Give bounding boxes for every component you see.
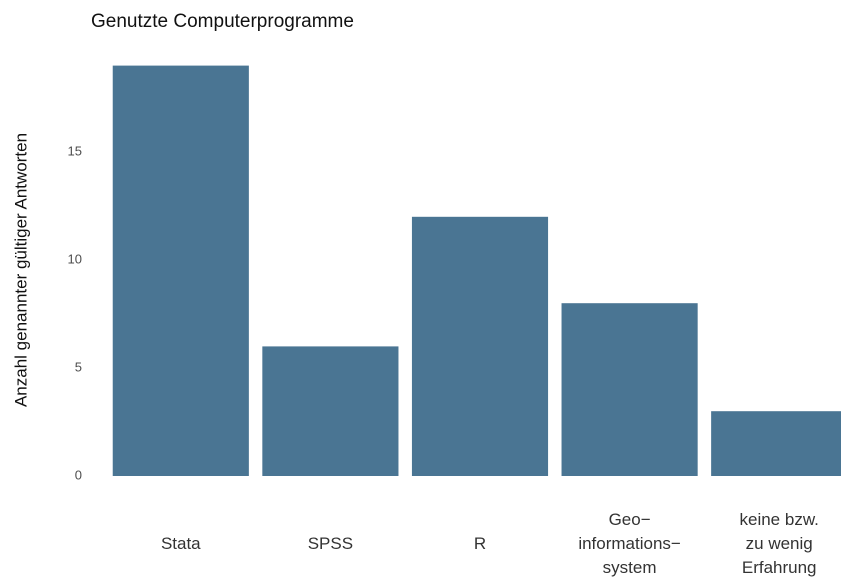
x-tick-label: Stata	[161, 534, 201, 553]
x-tick-label: R	[474, 534, 486, 553]
y-tick-label: 15	[68, 143, 82, 158]
y-tick-label: 0	[75, 467, 82, 482]
chart-title: Genutzte Computerprogramme	[91, 11, 354, 32]
x-tick-label: keine bzw. zu wenig Erfahrung	[740, 510, 819, 577]
bar	[711, 411, 841, 476]
bar	[262, 346, 399, 476]
y-axis-label: Anzahl genannter gültiger Antworten	[11, 133, 30, 407]
x-tick-label: SPSS	[308, 534, 353, 553]
bar	[411, 216, 549, 477]
y-tick-label: 5	[75, 359, 82, 374]
y-tick-label: 10	[68, 251, 82, 266]
bar	[112, 65, 249, 476]
bar	[561, 303, 698, 476]
x-tick-label: Geo− informations− system	[578, 510, 681, 577]
